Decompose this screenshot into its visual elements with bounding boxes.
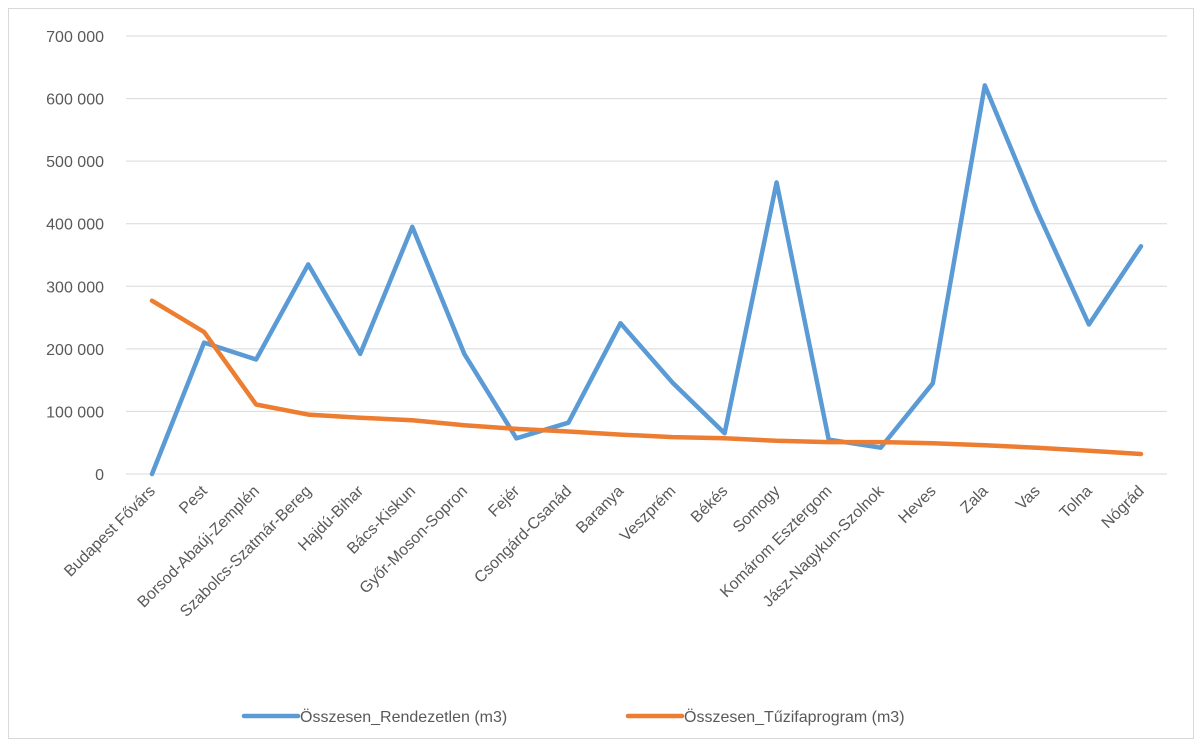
x-tick-label: Budapest Fővárs	[61, 483, 159, 581]
y-tick-label: 500 000	[46, 154, 104, 171]
y-axis-tick-labels: 0 100 000 200 000 300 000 400 000 500 000 600 …	[46, 29, 104, 484]
x-tick-label: Somogy	[730, 483, 784, 537]
x-tick-label: Csongárd-Csanád	[471, 483, 575, 587]
legend-label-2: Összesen_Tűzifaprogram (m3)	[684, 708, 905, 726]
x-tick-label: Pest	[176, 482, 211, 517]
x-axis-tick-labels: Budapest Fővárs PestBorsod-Abaúj-ZemplénS…	[61, 482, 1147, 620]
y-tick-label: 700 000	[46, 29, 104, 46]
x-tick-label: Békés	[688, 483, 731, 526]
x-tick-label: Vas	[1013, 483, 1044, 514]
y-tick-label: 600 000	[46, 92, 104, 109]
x-tick-label: Baranya	[573, 483, 627, 537]
y-tick-label: 100 000	[46, 404, 104, 421]
series-lines	[149, 83, 1144, 477]
x-tick-label: Veszprém	[617, 483, 679, 545]
series-line-1	[149, 83, 1144, 477]
x-tick-label: Zala	[958, 483, 992, 517]
x-tick-label: Tolna	[1057, 483, 1096, 522]
y-tick-label: 200 000	[46, 342, 104, 359]
y-tick-label: 300 000	[46, 279, 104, 296]
x-tick-label: Heves	[896, 483, 940, 527]
y-tick-label: 0	[95, 467, 104, 484]
x-tick-label: Nógrád	[1099, 483, 1148, 532]
x-tick-label: Fejér	[485, 482, 523, 520]
chart-frame	[8, 8, 1194, 739]
legend: Összesen_Rendezetlen (m3) Összesen_Tűzifa…	[241, 708, 905, 726]
legend-label-1: Összesen_Rendezetlen (m3)	[300, 708, 507, 726]
series-line-2	[149, 298, 1144, 457]
y-tick-label: 400 000	[46, 217, 104, 234]
